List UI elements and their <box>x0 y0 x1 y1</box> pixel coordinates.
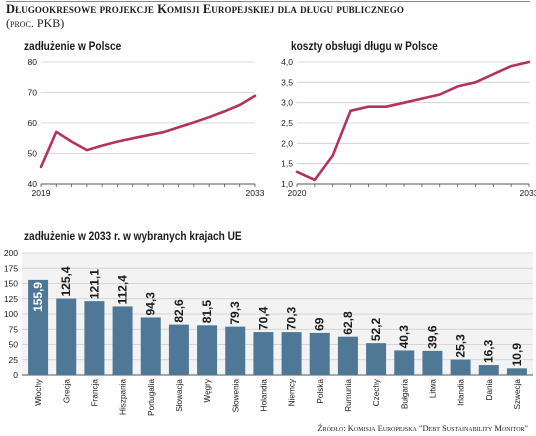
y-tick-label: 0 <box>13 370 18 380</box>
category-label: Słowenia <box>231 379 240 413</box>
category-label: Francja <box>90 379 99 407</box>
y-tick-label: 3,0 <box>281 98 293 108</box>
top-rule <box>6 1 530 2</box>
data-label: 52,2 <box>369 317 383 341</box>
category-label: Niemcy <box>288 378 297 406</box>
category-label: Litwa <box>428 379 437 399</box>
y-tick-label: 70 <box>28 88 38 98</box>
data-label: 121,1 <box>87 269 101 299</box>
bar <box>225 326 246 375</box>
series-line <box>39 94 257 169</box>
bar <box>281 332 302 375</box>
category-label: Dania <box>485 379 494 401</box>
bar <box>56 298 77 375</box>
x-tick-label: 2033 <box>246 188 265 198</box>
bar <box>28 279 49 375</box>
data-label: 70,4 <box>256 306 270 330</box>
data-label: 82,6 <box>172 299 186 323</box>
data-label: 16,3 <box>482 339 496 363</box>
bar <box>140 317 161 375</box>
data-label: 69 <box>313 317 327 331</box>
line-chart-2-title: koszty obsługi długu w Polsce <box>291 41 438 53</box>
y-tick-label: 50 <box>28 149 38 159</box>
figure-subtitle: (proc. PKB) <box>6 16 65 30</box>
source-note: Źródło: Komisja Europejska "Debt Sustain… <box>317 423 528 433</box>
category-label: Holandia <box>259 379 268 412</box>
y-tick-label: 200 <box>4 248 18 258</box>
y-tick-label: 1,0 <box>281 179 293 189</box>
category-label: Słowacja <box>175 379 184 412</box>
category-label: Szwecja <box>513 379 522 410</box>
category-label: Polska <box>316 379 325 404</box>
data-label: 62,8 <box>341 311 355 335</box>
category-label: Hiszpania <box>119 379 128 415</box>
y-tick-label: 60 <box>28 118 38 128</box>
bar-chart-title: zadłużenie w 2033 r. w wybranych krajach… <box>24 231 242 243</box>
line-chart-1-title: zadłużenie w Polsce <box>24 41 122 53</box>
data-label: 155,9 <box>31 282 45 312</box>
category-label: Grecja <box>62 379 71 404</box>
data-label: 10,9 <box>510 343 524 367</box>
category-label: Irlandia <box>457 379 466 406</box>
data-label: 39,6 <box>425 325 439 349</box>
x-tick-label: 2019 <box>32 188 51 198</box>
category-label: Bułgaria <box>400 379 409 409</box>
bar <box>309 332 330 375</box>
data-label: 94,3 <box>144 292 158 316</box>
bar <box>506 368 527 375</box>
y-tick-label: 100 <box>4 309 18 319</box>
y-tick-label: 150 <box>4 279 18 289</box>
bar <box>84 301 105 375</box>
y-tick-label: 1,5 <box>281 159 293 169</box>
bar <box>253 332 274 375</box>
bar <box>366 343 387 375</box>
data-label: 81,5 <box>200 300 214 324</box>
y-tick-label: 4,0 <box>281 57 293 67</box>
category-label: Węgry <box>203 378 212 403</box>
y-tick-label: 125 <box>4 294 18 304</box>
category-label: Rumunia <box>344 379 353 412</box>
x-tick-label: 2020 <box>288 188 307 198</box>
series-line <box>295 60 531 182</box>
y-tick-label: 80 <box>28 57 38 67</box>
data-label: 79,3 <box>228 301 242 325</box>
figure-title: Długookresowe projekcje Komisji Europejs… <box>6 2 404 16</box>
y-tick-label: 25 <box>9 355 19 365</box>
bar <box>168 324 189 375</box>
data-label: 112,4 <box>116 275 130 305</box>
y-tick-label: 2,5 <box>281 118 293 128</box>
data-label: 125,4 <box>59 266 73 296</box>
y-tick-label: 50 <box>9 340 19 350</box>
y-tick-label: 2,0 <box>281 138 293 148</box>
bar <box>478 365 499 375</box>
y-tick-label: 40 <box>28 179 38 189</box>
y-tick-label: 175 <box>4 263 18 273</box>
bar <box>394 350 415 375</box>
bar <box>112 306 133 375</box>
data-label: 40,3 <box>397 325 411 349</box>
category-label: Portugalia <box>147 379 156 416</box>
data-label: 25,3 <box>454 334 468 358</box>
category-label: Czechy <box>372 378 381 406</box>
bar <box>422 350 443 375</box>
bar <box>450 359 471 375</box>
y-tick-label: 3,5 <box>281 77 293 87</box>
bar <box>197 325 218 375</box>
x-tick-label: 2033 <box>520 188 536 198</box>
y-tick-label: 75 <box>9 324 19 334</box>
data-label: 70,3 <box>285 306 299 330</box>
bar <box>337 336 358 375</box>
category-label: Włochy <box>34 378 43 406</box>
